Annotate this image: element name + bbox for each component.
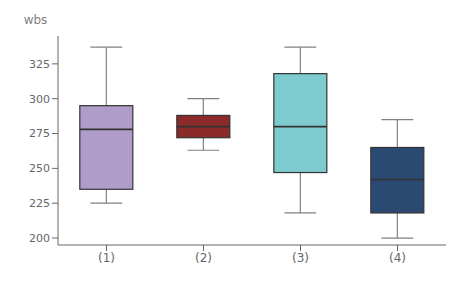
svg-text:(1): (1): [98, 251, 115, 265]
svg-text:300: 300: [29, 93, 50, 106]
svg-text:325: 325: [29, 58, 50, 71]
svg-text:275: 275: [29, 127, 50, 140]
svg-text:200: 200: [29, 232, 50, 245]
svg-text:225: 225: [29, 197, 50, 210]
svg-text:wbs: wbs: [24, 13, 48, 27]
svg-text:250: 250: [29, 162, 50, 175]
svg-text:(2): (2): [195, 251, 212, 265]
svg-text:(3): (3): [292, 251, 309, 265]
svg-text:(4): (4): [389, 251, 406, 265]
